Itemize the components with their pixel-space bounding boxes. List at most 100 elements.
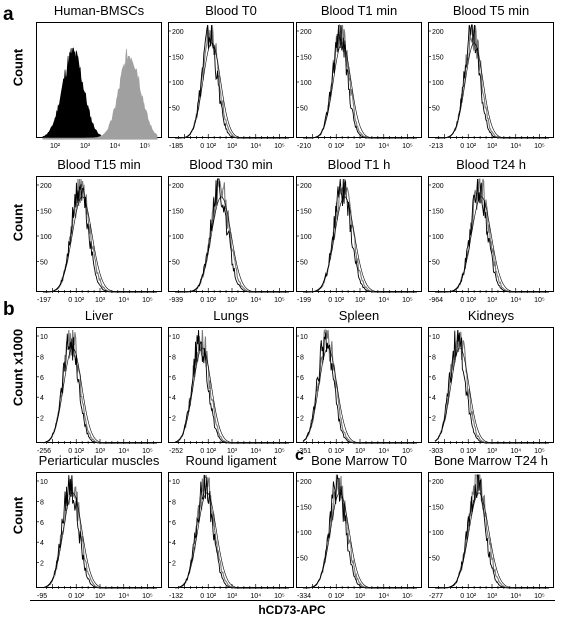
x-tick-label: 10⁴ <box>110 143 121 150</box>
y-tick-label: 50 <box>172 106 180 113</box>
histogram-line <box>174 178 289 293</box>
x-tick-label: 10⁴ <box>250 297 261 304</box>
plot-title: Blood T1 min <box>320 3 398 18</box>
y-tick-label: 2 <box>172 416 176 423</box>
histogram-line <box>434 24 549 139</box>
y-tick-label: 150 <box>432 55 444 62</box>
histogram-plot: 0 10² 10³ 10⁴ 10⁵ -334 200 150 100 50 <box>296 472 422 600</box>
x-tick-label: 10³ <box>487 593 498 600</box>
x-tick-label: 0 10² <box>68 297 85 304</box>
x-tick-label: 0 10² <box>460 297 477 304</box>
histogram-line <box>434 329 549 444</box>
y-tick-label: 4 <box>300 395 304 402</box>
histogram-line <box>302 24 417 139</box>
x-tick-label: 10³ <box>227 448 238 455</box>
histogram-line <box>42 182 157 293</box>
histogram-line <box>302 178 417 293</box>
plot-title: Spleen <box>338 308 380 323</box>
x-min-label: -185 <box>169 143 183 150</box>
y-tick-label: 150 <box>432 209 444 216</box>
x-tick-label: 10⁴ <box>250 593 261 600</box>
y-tick-label: 200 <box>40 183 52 190</box>
histogram-plot: 0 10² 10³ 10⁴ 10⁵ -351 10 8 6 4 2 <box>296 327 422 455</box>
control-line <box>302 492 417 589</box>
histogram-line <box>302 24 417 139</box>
y-tick-label: 6 <box>172 520 176 527</box>
x-tick-label: 0 10² <box>200 297 217 304</box>
y-tick-label: 4 <box>40 395 44 402</box>
x-tick-label: 10³ <box>95 593 106 600</box>
histogram-line <box>174 329 289 444</box>
y-tick-label: 150 <box>40 209 52 216</box>
histogram-svg: 0 10² 10³ 10⁴ 10⁵ -964 200 150 100 50 <box>429 178 549 304</box>
y-tick-label: 50 <box>432 556 440 563</box>
y-tick-label: 200 <box>172 29 184 36</box>
x-tick-label: 10³ <box>355 593 366 600</box>
histogram-line <box>42 329 157 444</box>
y-tick-label: 100 <box>172 234 184 241</box>
panel-letter-c: c <box>295 447 304 464</box>
histogram-svg: 0 10² 10³ 10⁴ 10⁵ -303 10 8 6 4 2 <box>429 329 549 455</box>
x-tick-label: 10⁵ <box>402 143 413 150</box>
x-tick-label: 10³ <box>227 297 238 304</box>
histogram-line <box>174 474 289 589</box>
histogram-svg: 0 10² 10³ 10⁴ 10⁵ -334 200 150 100 50 <box>297 474 417 600</box>
plot-title: Blood T0 <box>205 3 257 18</box>
plot-title: Liver <box>84 308 114 323</box>
plot-title: Blood T5 min <box>452 3 530 18</box>
histogram-line <box>302 328 417 444</box>
x-tick-label: 10⁴ <box>250 143 261 150</box>
histogram-svg: 0 10² 10³ 10⁴ 10⁵ -199 200 150 100 50 <box>297 178 417 304</box>
histogram-line <box>434 474 549 589</box>
x-tick-label: 10³ <box>80 143 91 150</box>
y-tick-label: 2 <box>300 416 304 423</box>
x-tick-label: 0 10² <box>460 143 477 150</box>
histogram-plot: 0 10² 10³ 10⁴ 10⁵ -939 200 150 100 50 <box>168 176 294 304</box>
histogram-svg: 0 10² 10³ 10⁴ 10⁵ -256 10 8 6 4 2 <box>37 329 157 455</box>
control-line <box>174 492 289 589</box>
y-tick-label: 10 <box>432 334 440 341</box>
plot-title: Blood T30 min <box>189 157 273 172</box>
y-label-row3: Count x1000 <box>10 328 26 407</box>
y-tick-label: 150 <box>300 505 312 512</box>
y-tick-label: 100 <box>432 80 444 87</box>
x-tick-label: 10⁵ <box>534 297 545 304</box>
y-tick-label: 4 <box>172 395 176 402</box>
x-tick-label: 10³ <box>227 143 238 150</box>
y-tick-label: 10 <box>172 479 180 486</box>
y-tick-label: 10 <box>172 334 180 341</box>
x-tick-label: 10⁵ <box>274 297 285 304</box>
histogram-plot: 0 10² 10³ 10⁴ 10⁵ -132 10 8 6 4 2 <box>168 472 294 600</box>
plot-title: Bone Marrow T0 <box>311 453 407 468</box>
x-tick-label: 10⁴ <box>118 448 129 455</box>
control-line <box>302 347 417 444</box>
x-tick-label: 0 10² <box>68 448 85 455</box>
y-tick-label: 6 <box>40 375 44 382</box>
histogram-plot: 10² 10³ 10⁴ 10⁵ <box>36 22 162 150</box>
y-tick-label: 8 <box>172 354 176 361</box>
x-tick-label: 10⁵ <box>402 448 413 455</box>
histogram-plot: 0 10² 10³ 10⁴ 10⁵ -964 200 150 100 50 <box>428 176 554 304</box>
control-line <box>434 196 549 293</box>
control-line <box>434 347 549 444</box>
x-min-label: -132 <box>169 593 183 600</box>
x-min-label: -197 <box>37 297 51 304</box>
x-tick-label: 10³ <box>227 593 238 600</box>
histogram-svg: 0 10² 10³ 10⁴ 10⁵ -939 200 150 100 50 <box>169 178 289 304</box>
control-line <box>42 347 157 444</box>
x-tick-label: 10³ <box>487 297 498 304</box>
x-tick-label: 10⁵ <box>142 448 153 455</box>
x-min-label: -210 <box>297 143 311 150</box>
y-tick-label: 50 <box>432 106 440 113</box>
panel-letter-a: a <box>3 4 14 25</box>
y-tick-label: 100 <box>300 80 312 87</box>
plot-title: Blood T15 min <box>57 157 141 172</box>
x-min-label: -213 <box>429 143 443 150</box>
x-tick-label: 0 10² <box>328 593 345 600</box>
x-tick-label: 0 10² <box>328 448 345 455</box>
plot-title: Human-BMSCs <box>53 3 145 18</box>
histogram-svg: 0 10² 10³ 10⁴ 10⁵ -185 200 150 100 50 <box>169 24 289 150</box>
plot-title: Kidneys <box>467 308 515 323</box>
y-tick-label: 200 <box>300 479 312 486</box>
control-line <box>434 492 549 589</box>
